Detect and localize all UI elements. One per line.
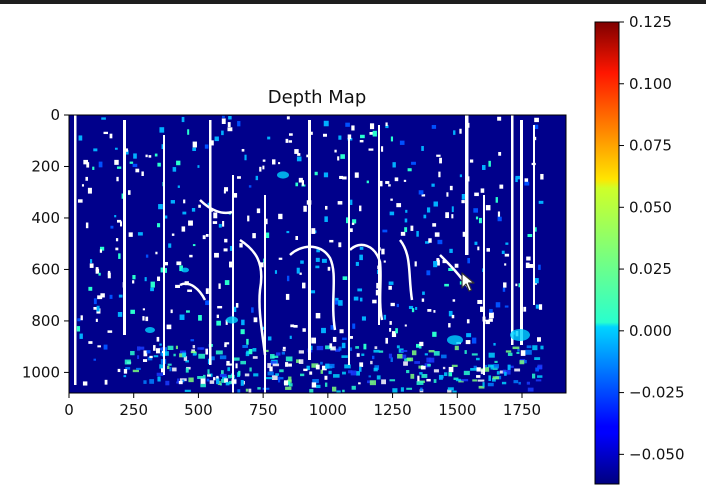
colorbar-tick-label: 0.100 xyxy=(629,75,672,93)
y-tick-label: 0 xyxy=(50,106,60,124)
colorbar xyxy=(594,21,620,485)
colorbar-tick-label: 0.000 xyxy=(629,322,672,340)
y-tick-label: 800 xyxy=(31,312,60,330)
x-tick-label: 1500 xyxy=(438,401,476,419)
heatmap-image xyxy=(69,115,566,393)
colorbar-tick-label: −0.050 xyxy=(629,445,685,463)
colorbar-tick-label: 0.050 xyxy=(629,198,672,216)
x-tick-label: 500 xyxy=(184,401,213,419)
y-axis: 0 200 400 600 800 1000 xyxy=(22,106,69,381)
window-top-bar xyxy=(0,0,706,4)
x-tick-label: 1000 xyxy=(309,401,347,419)
x-tick-label: 750 xyxy=(249,401,278,419)
colorbar-tick-label: 0.075 xyxy=(629,137,672,155)
x-tick-label: 1250 xyxy=(373,401,411,419)
y-tick-label: 200 xyxy=(31,157,60,175)
x-axis: 0 250 500 750 1000 1250 1500 1750 xyxy=(64,393,541,419)
x-tick-label: 1750 xyxy=(503,401,541,419)
y-tick-label: 600 xyxy=(31,260,60,278)
colorbar-tick-label: 0.125 xyxy=(629,13,672,31)
colorbar-tick-label: 0.025 xyxy=(629,260,672,278)
mouse-cursor-icon xyxy=(461,272,475,292)
y-tick-label: 400 xyxy=(31,209,60,227)
chart-title: Depth Map xyxy=(268,87,367,108)
y-tick-label: 1000 xyxy=(22,363,60,381)
colorbar-tick-label: −0.025 xyxy=(629,384,685,402)
x-tick-label: 250 xyxy=(119,401,148,419)
plot-frame xyxy=(68,114,567,394)
colorbar-axis: 0.125 0.100 0.075 0.050 0.025 0.000 −0.025 −0.0… xyxy=(619,13,685,463)
x-tick-label: 0 xyxy=(64,401,74,419)
